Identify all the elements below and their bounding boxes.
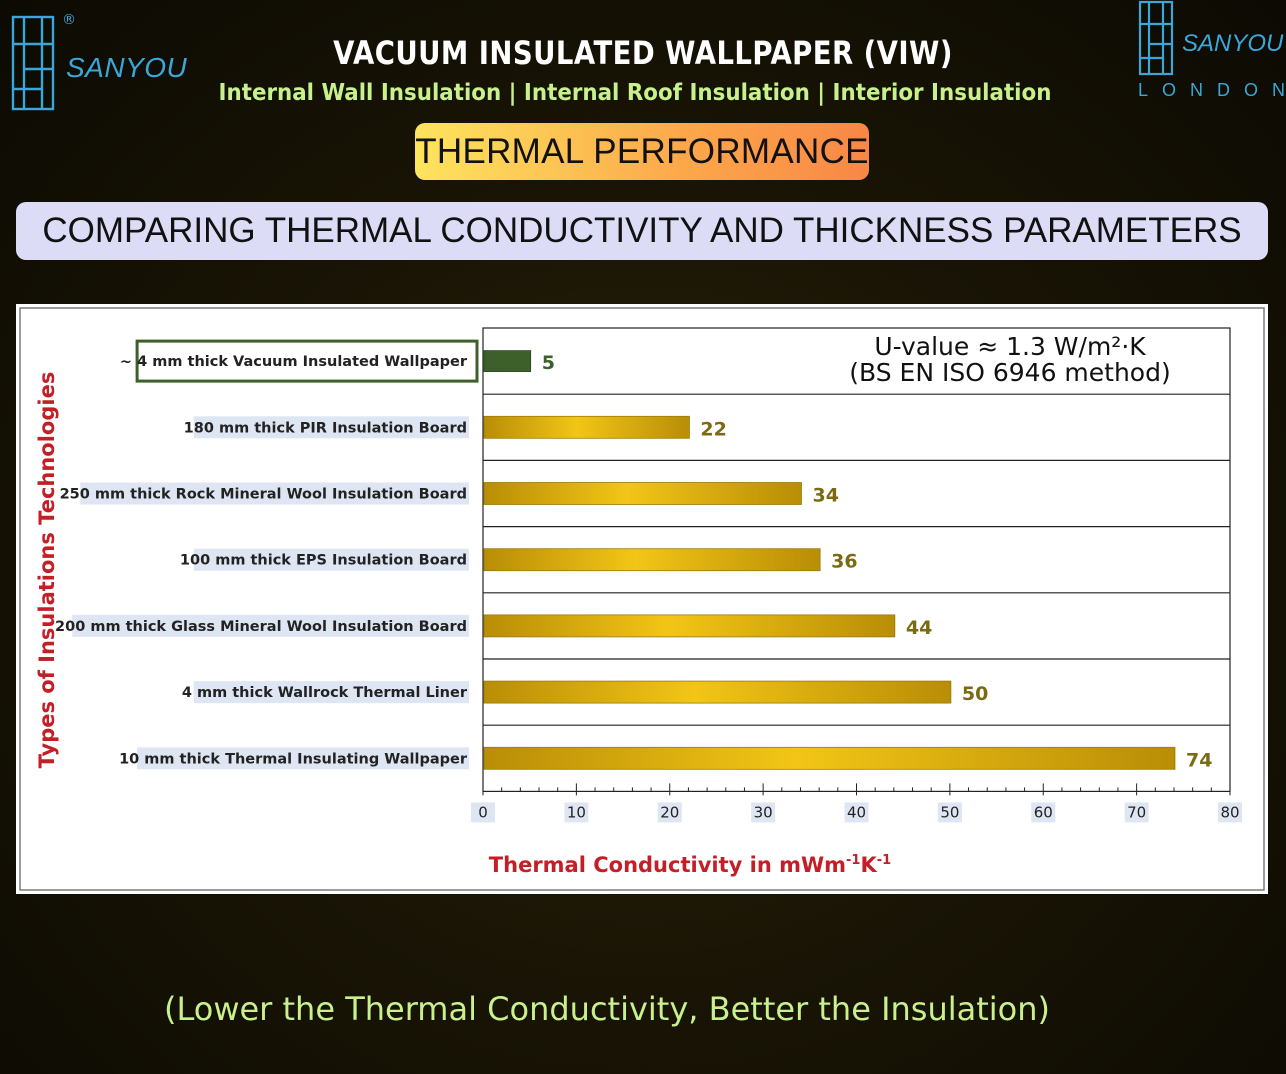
footer-note: (Lower the Thermal Conductivity, Better … <box>163 990 1051 1028</box>
x-tick-label-bg <box>657 802 682 823</box>
bar-value-label: 74 <box>1186 749 1212 771</box>
bar-value-label: 50 <box>962 683 988 705</box>
y-axis-title: Types of Insulations Technologies <box>35 372 59 769</box>
thermal-performance-label: THERMAL PERFORMANCE <box>415 131 869 171</box>
sanyou-logo-right-icon <box>1138 0 1174 76</box>
x-tick-label-bg <box>937 802 962 823</box>
category-label-bg <box>72 614 469 637</box>
x-tick-label: 80 <box>1220 803 1239 821</box>
thermal-conductivity-chart: 0 10 20 30 40 50 60 70 80 ~ 4 mm thick Vacuum Ins… <box>19 307 1265 891</box>
bar <box>483 415 690 439</box>
category-label: 200 mm thick Glass Mineral Wool Insulati… <box>55 619 467 635</box>
comparison-banner: COMPARING THERMAL CONDUCTIVITY AND THICK… <box>16 202 1268 260</box>
category-label-bg <box>193 681 469 704</box>
bar <box>483 482 802 505</box>
u-value-annotation: U-value ≈ 1.3 W/m²·K <box>874 332 1146 361</box>
category-label-bg <box>80 482 470 505</box>
category-label-bg <box>137 747 469 770</box>
x-tick-label-bg <box>471 802 495 823</box>
x-tick-label-bg <box>1124 802 1149 823</box>
thermal-performance-badge: THERMAL PERFORMANCE <box>415 123 869 180</box>
category-label: 100 mm thick EPS Insulation Board <box>180 553 467 569</box>
x-tick-label: 20 <box>660 803 679 821</box>
category-label-bg <box>193 548 469 571</box>
page-title: VACUUM INSULATED WALLPAPER (VIW) <box>333 34 953 72</box>
bar <box>483 548 821 572</box>
brand-name-left: SANYOU <box>66 52 188 83</box>
bar-value-label: 36 <box>831 551 857 573</box>
bar <box>483 350 532 372</box>
x-tick-label: 50 <box>940 803 959 821</box>
x-tick-label: 40 <box>847 803 866 821</box>
bar-value-label: 5 <box>542 352 555 374</box>
chart-border <box>19 307 1265 891</box>
category-label: ~ 4 mm thick Vacuum Insulated Wallpaper <box>120 354 468 370</box>
x-tick-label-bg <box>844 802 869 823</box>
x-tick-label: 10 <box>567 803 586 821</box>
bar <box>483 680 952 704</box>
registered-mark: ® <box>62 12 76 28</box>
category-label: 250 mm thick Rock Mineral Wool Insulatio… <box>60 487 467 503</box>
category-label-bg <box>145 350 469 373</box>
x-tick-label: 0 <box>478 803 488 821</box>
x-axis-title: Thermal Conductivity in mWm-1K-1 <box>489 853 891 877</box>
x-tick-label: 30 <box>754 803 773 821</box>
category-label: 180 mm thick PIR Insulation Board <box>184 420 467 436</box>
x-tick-label-bg <box>564 802 589 823</box>
page-subtitle: Internal Wall Insulation | Internal Roof… <box>218 80 1052 106</box>
x-tick-label-bg <box>751 802 776 823</box>
bar <box>483 614 896 638</box>
brand-sub-london: LONDON <box>1138 80 1286 100</box>
highlight-frame <box>135 339 479 383</box>
method-annotation: (BS EN ISO 6946 method) <box>849 358 1170 387</box>
sanyou-logo-left-icon <box>11 15 55 111</box>
bar-value-label: 34 <box>812 485 838 507</box>
category-label: 4 mm thick Wallrock Thermal Liner <box>182 685 468 701</box>
brand-name-right: SANYOU <box>1182 30 1284 57</box>
category-label-bg <box>193 416 469 439</box>
chart-container: 0 10 20 30 40 50 60 70 80 ~ 4 mm thick Vacuum Ins… <box>16 304 1268 894</box>
bar <box>483 746 1176 770</box>
bar-value-label: 22 <box>700 418 726 440</box>
x-tick-label: 60 <box>1034 803 1053 821</box>
comparison-banner-label: COMPARING THERMAL CONDUCTIVITY AND THICK… <box>42 211 1242 250</box>
x-tick-label-bg <box>1218 802 1242 823</box>
x-tick-label: 70 <box>1127 803 1146 821</box>
category-label: 10 mm thick Thermal Insulating Wallpaper <box>119 751 468 767</box>
bar-value-label: 44 <box>906 617 932 639</box>
x-tick-label-bg <box>1031 802 1056 823</box>
